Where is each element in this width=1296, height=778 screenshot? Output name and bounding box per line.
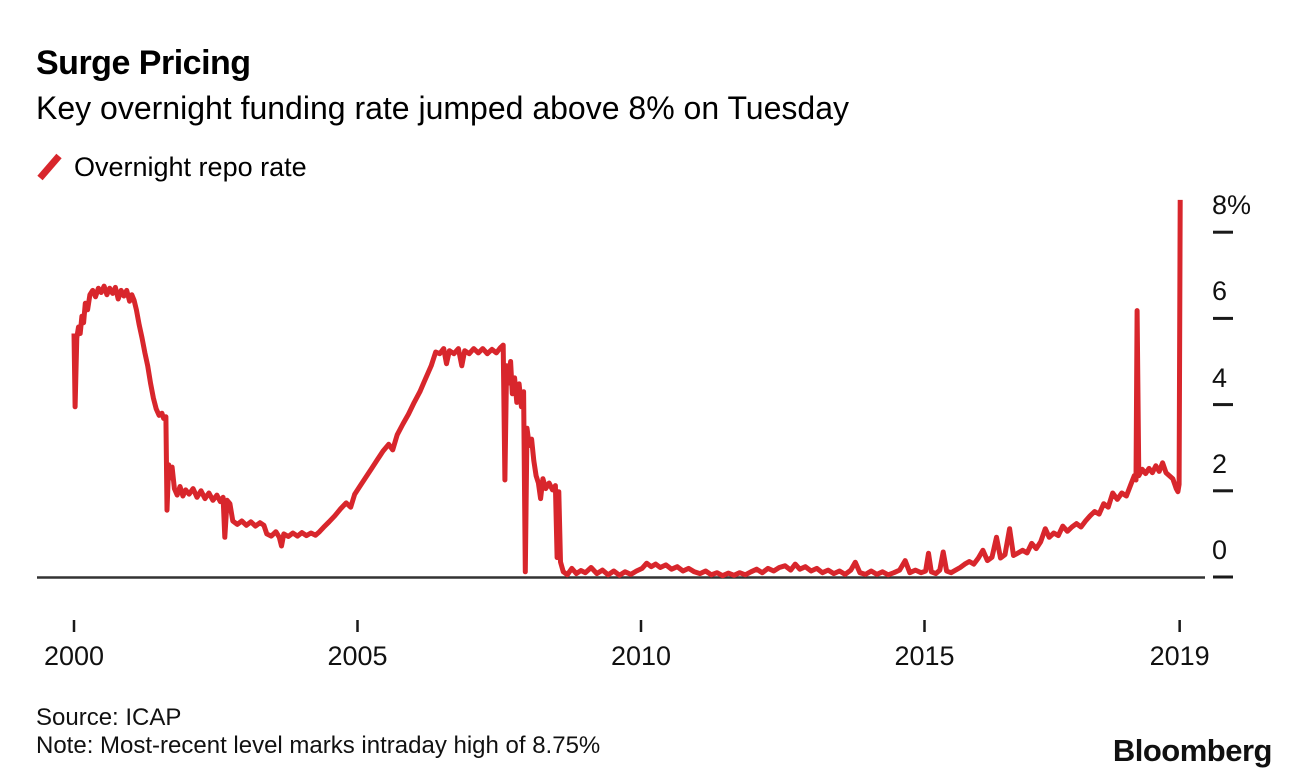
chart-title: Surge Pricing bbox=[36, 44, 251, 82]
red-slash-icon bbox=[37, 153, 62, 181]
x-axis-label-2015: 2015 bbox=[894, 641, 955, 671]
repo-rate-line bbox=[71, 199, 1183, 579]
legend: Overnight repo rate bbox=[36, 150, 307, 184]
x-axis-label-2005: 2005 bbox=[327, 641, 388, 671]
y-tick-4 bbox=[1213, 403, 1233, 407]
legend-label: Overnight repo rate bbox=[74, 151, 307, 182]
y-axis-label-2: 2 bbox=[1212, 448, 1228, 479]
y-axis-label-6: 6 bbox=[1212, 276, 1228, 307]
y-axis-label-0: 0 bbox=[1212, 535, 1228, 565]
x-axis-label-2019: 2019 bbox=[1149, 641, 1210, 671]
x-axis-label-2010: 2010 bbox=[610, 641, 672, 671]
y-tick-0 bbox=[1213, 575, 1233, 579]
y-tick-2 bbox=[1213, 489, 1233, 493]
source-text: Source: ICAP bbox=[36, 704, 182, 731]
y-axis-label-4: 4 bbox=[1212, 362, 1228, 393]
y-tick-6 bbox=[1213, 316, 1233, 320]
x-axis-label-2000: 2000 bbox=[43, 641, 105, 671]
chart-subtitle: Key overnight funding rate jumped above … bbox=[36, 90, 849, 126]
bloomberg-logo: Bloomberg bbox=[1112, 733, 1273, 768]
y-tick-8 bbox=[1213, 230, 1233, 234]
note-text: Note: Most-recent level marks intraday h… bbox=[36, 732, 601, 759]
y-axis-label-8: 8% bbox=[1212, 190, 1252, 221]
